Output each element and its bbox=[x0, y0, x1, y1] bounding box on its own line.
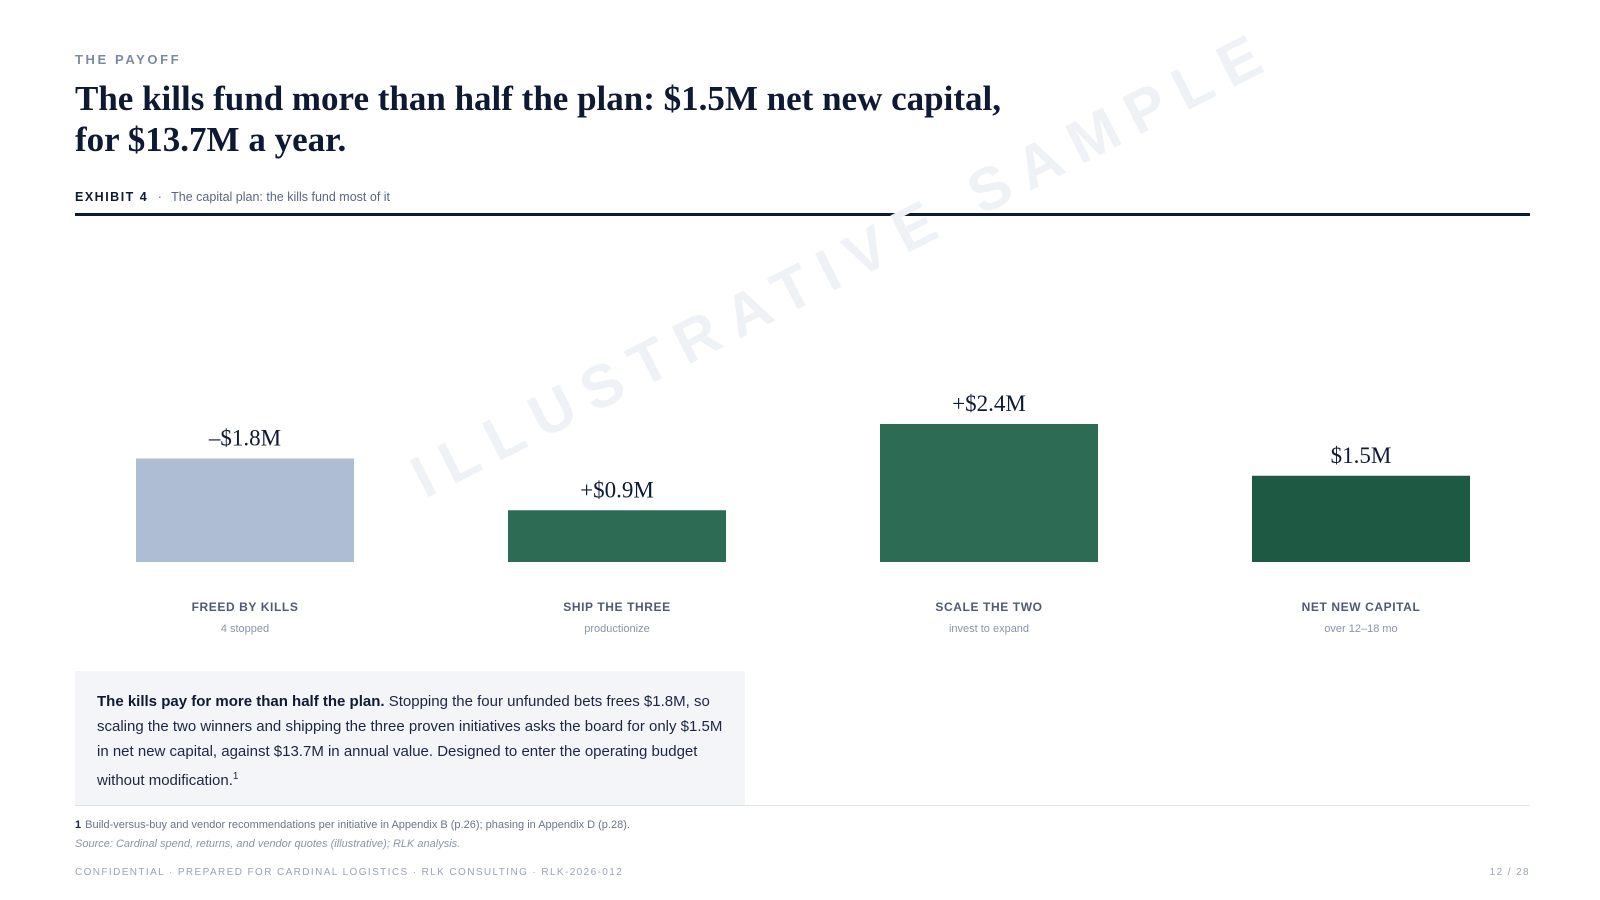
category-subtitle-2: invest to expand bbox=[949, 623, 1029, 635]
page-title: The kills fund more than half the plan: … bbox=[75, 79, 1001, 159]
category-label-3: NET NEW CAPITAL bbox=[1302, 600, 1421, 614]
bar-value-label-3: $1.5M bbox=[1331, 443, 1392, 468]
footnote-text: Build-versus-buy and vendor recommendati… bbox=[85, 819, 630, 831]
footnote-number: 1 bbox=[75, 819, 82, 831]
category-label-2: SCALE THE TWO bbox=[935, 600, 1042, 614]
eyebrow: THE PAYOFF bbox=[75, 52, 182, 67]
exhibit-separator: · bbox=[157, 190, 162, 204]
callout-body: Stopping the four unfunded bets frees $1… bbox=[97, 693, 723, 789]
bar-1 bbox=[508, 510, 726, 562]
bar-0 bbox=[136, 458, 354, 562]
bar-value-label-0: –$1.8M bbox=[208, 426, 281, 451]
footnote-rule bbox=[75, 805, 1530, 806]
exhibit-caption: EXHIBIT 4 · The capital plan: the kills … bbox=[75, 190, 390, 204]
category-subtitle-3: over 12–18 mo bbox=[1324, 623, 1397, 635]
bar-value-label-1: +$0.9M bbox=[580, 477, 654, 502]
callout-footnote-ref: 1 bbox=[232, 771, 239, 782]
confidential-footer: CONFIDENTIAL · PREPARED FOR CARDINAL LOG… bbox=[75, 867, 624, 878]
bar-value-label-2: +$2.4M bbox=[952, 391, 1026, 416]
footnote: 1 Build-versus-buy and vendor recommendat… bbox=[75, 819, 630, 831]
bar-2 bbox=[880, 424, 1098, 562]
callout-box: The kills pay for more than half the pla… bbox=[75, 671, 745, 805]
category-label-0: FREED BY KILLS bbox=[192, 600, 299, 614]
bar-3 bbox=[1252, 475, 1470, 562]
category-label-1: SHIP THE THREE bbox=[563, 600, 671, 614]
source-note: Source: Cardinal spend, returns, and ven… bbox=[75, 838, 461, 850]
exhibit-caption-text: The capital plan: the kills fund most of… bbox=[171, 190, 391, 204]
callout-lead: The kills pay for more than half the pla… bbox=[97, 693, 385, 710]
exhibit-rule bbox=[75, 213, 1530, 216]
capital-plan-chart: –$1.8M FREED BY KILLS 4 stopped +$0.9M SHIP … bbox=[136, 391, 1470, 635]
category-subtitle-1: productionize bbox=[584, 623, 649, 635]
category-subtitle-0: 4 stopped bbox=[221, 623, 269, 635]
page-number: 12 / 28 bbox=[1489, 867, 1530, 878]
exhibit-label: EXHIBIT 4 bbox=[75, 190, 149, 204]
